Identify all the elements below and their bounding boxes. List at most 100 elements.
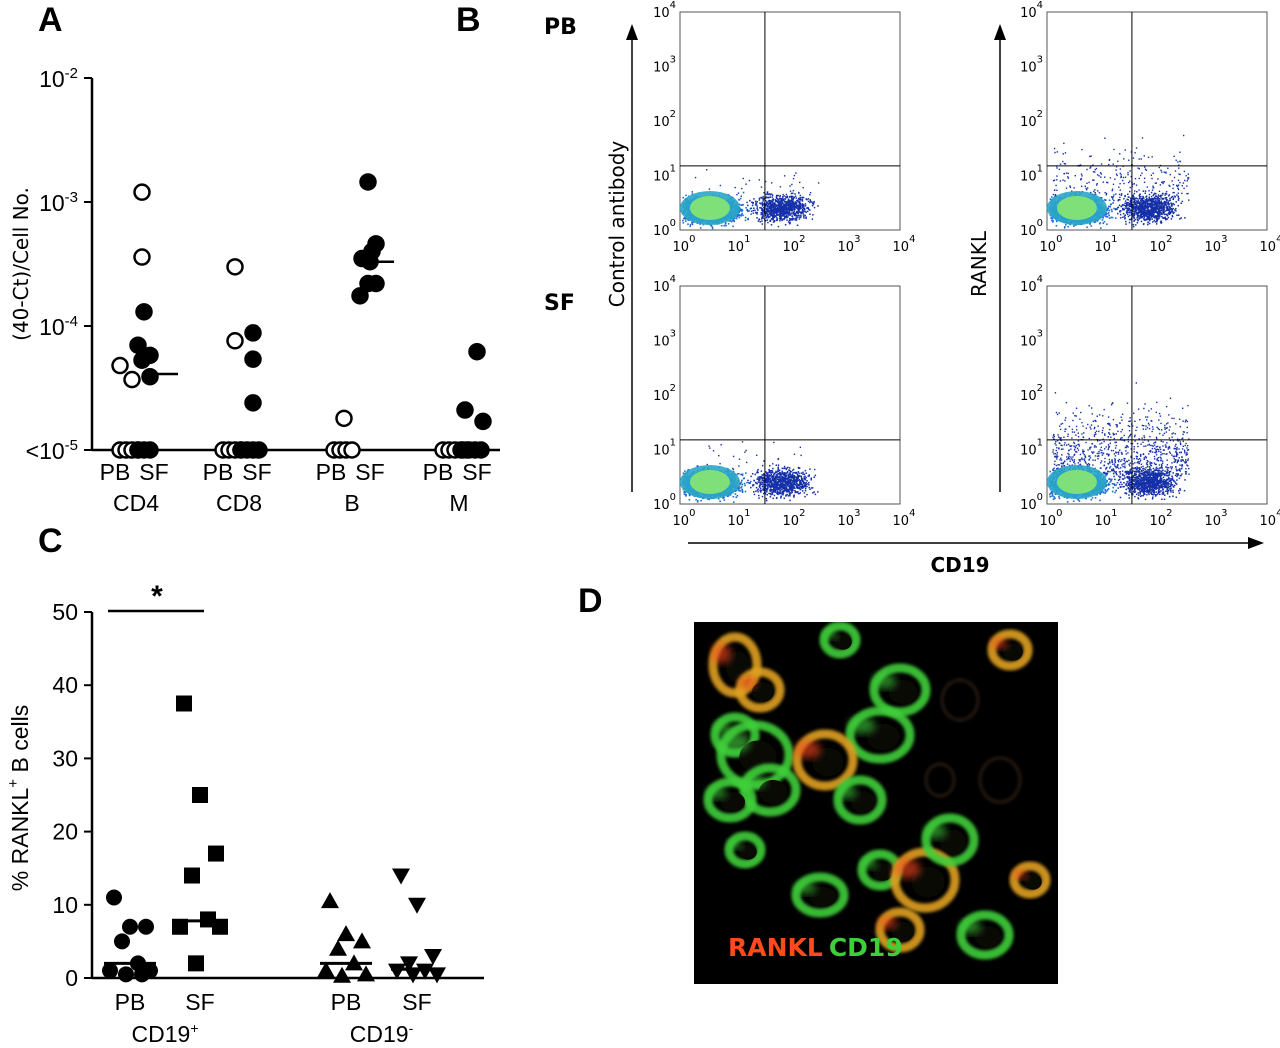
event [813, 202, 815, 204]
event [761, 212, 764, 215]
event [817, 205, 819, 207]
event [801, 209, 804, 211]
event [779, 200, 782, 202]
event [784, 206, 787, 209]
event [751, 201, 753, 204]
event [1162, 204, 1165, 207]
event [1165, 199, 1168, 202]
event [783, 208, 786, 210]
event [795, 210, 798, 213]
event [763, 210, 765, 212]
event [781, 195, 784, 198]
event [783, 212, 786, 214]
event [738, 198, 740, 201]
event [789, 190, 792, 192]
event [777, 210, 780, 212]
event [788, 203, 790, 205]
event [761, 220, 763, 222]
event [771, 199, 774, 201]
event [775, 196, 778, 199]
event [762, 200, 764, 202]
event [724, 223, 727, 225]
event [790, 213, 792, 215]
event [1155, 199, 1157, 201]
event [781, 198, 783, 201]
event [807, 207, 809, 209]
flow-ytick-0-4-base: 10 [653, 6, 670, 21]
event [775, 213, 778, 215]
event [768, 207, 771, 209]
event [773, 219, 776, 222]
event [807, 200, 810, 203]
a-point-CD4-PB-3 [123, 370, 141, 389]
event [785, 214, 788, 217]
event [783, 203, 785, 205]
event [1064, 223, 1067, 226]
event [710, 225, 713, 227]
event [755, 212, 757, 214]
event [1157, 198, 1159, 200]
event [761, 205, 764, 207]
event [771, 200, 773, 203]
event [785, 206, 788, 209]
event [800, 206, 802, 209]
event [799, 214, 801, 217]
event [760, 207, 762, 209]
event [781, 202, 784, 204]
event [765, 205, 767, 207]
event [1143, 204, 1146, 207]
event [1103, 220, 1106, 223]
event [1052, 220, 1054, 222]
event [747, 210, 749, 213]
event [732, 219, 734, 222]
event [1132, 195, 1134, 198]
event [777, 199, 780, 202]
event [1151, 218, 1153, 220]
event [1106, 208, 1109, 211]
event [772, 202, 774, 204]
event [766, 213, 769, 215]
event [779, 196, 781, 198]
event [765, 212, 768, 214]
event [1127, 193, 1129, 196]
event [805, 211, 807, 214]
event [1148, 193, 1151, 196]
event [817, 182, 820, 184]
event [1120, 205, 1122, 208]
event [756, 201, 759, 203]
event [785, 203, 787, 205]
event [773, 209, 776, 212]
flow-ytick-0-2-exp: 2 [670, 109, 676, 120]
event [791, 192, 794, 195]
a-point-CD4-SF-0 [135, 303, 153, 321]
event [1164, 202, 1167, 204]
event [723, 224, 726, 227]
event [1162, 210, 1164, 213]
event [793, 196, 795, 199]
event [1172, 212, 1174, 215]
event [788, 200, 791, 203]
event [808, 208, 810, 211]
event [795, 201, 797, 204]
event [770, 214, 772, 216]
event [1147, 215, 1150, 218]
event [774, 215, 777, 217]
event [1099, 227, 1102, 229]
flow-xtick-0-0-base: 10 [673, 240, 690, 255]
event [1154, 197, 1157, 200]
event [738, 211, 740, 214]
event [798, 204, 801, 207]
event [781, 212, 784, 215]
event [774, 209, 777, 211]
event [787, 212, 790, 214]
event [779, 209, 782, 211]
event [792, 189, 795, 192]
event [1052, 221, 1054, 223]
event [785, 193, 788, 196]
event [764, 213, 767, 215]
flow-xtick-0-2-exp: 2 [799, 234, 805, 245]
event [748, 179, 751, 182]
event [792, 213, 795, 215]
event [737, 192, 740, 194]
event [762, 217, 765, 219]
